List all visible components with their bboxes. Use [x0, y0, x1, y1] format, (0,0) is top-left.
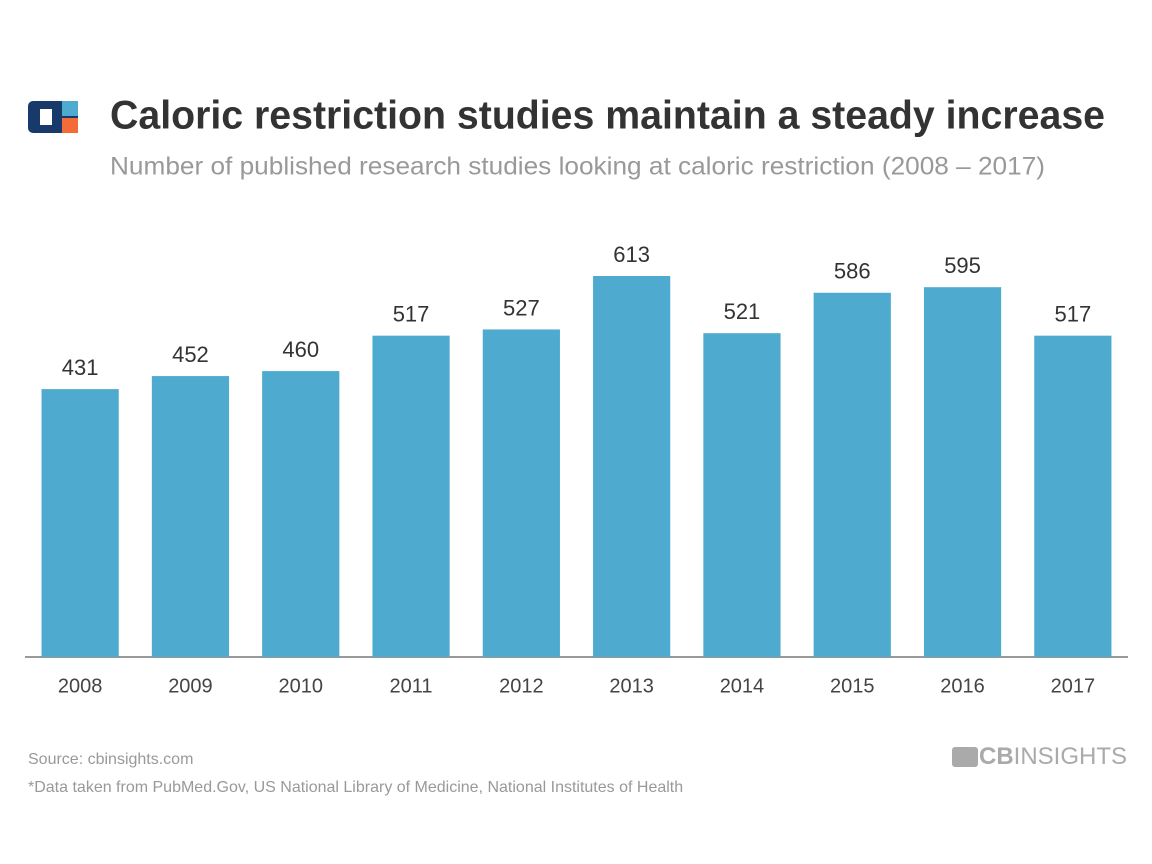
- value-label: 452: [172, 342, 209, 367]
- bar: [482, 329, 560, 657]
- x-tick-label: 2017: [1051, 675, 1096, 697]
- x-tick-label: 2015: [830, 675, 875, 697]
- value-label: 517: [393, 301, 430, 326]
- bar: [41, 389, 119, 657]
- bar: [593, 276, 671, 657]
- chart-subtitle: Number of published research studies loo…: [110, 153, 1045, 181]
- bar: [372, 335, 450, 657]
- x-tick-label: 2010: [279, 675, 324, 697]
- value-label: 521: [724, 299, 761, 324]
- x-tick-label: 2012: [499, 675, 544, 697]
- logo-icon: [28, 101, 78, 133]
- value-label: 586: [834, 259, 871, 284]
- bar: [923, 287, 1002, 657]
- x-tick-label: 2009: [168, 675, 213, 697]
- bar: [703, 333, 781, 657]
- source: Source: cbinsights.com: [28, 751, 193, 768]
- x-tick-label: 2011: [390, 675, 433, 697]
- x-tick-label: 2016: [940, 675, 985, 697]
- x-tick-label: 2014: [720, 675, 765, 697]
- x-tick-label: 2008: [58, 675, 103, 697]
- value-label: 460: [282, 337, 319, 362]
- footnote: *Data taken from PubMed.Gov, US National…: [28, 779, 683, 796]
- value-label: 613: [613, 242, 650, 267]
- value-label: 595: [944, 253, 981, 278]
- bar: [1034, 335, 1112, 657]
- x-tick-label: 2013: [609, 675, 654, 697]
- brand-logo: CBINSIGHTS: [952, 743, 1127, 770]
- value-label: 431: [62, 355, 99, 380]
- brand-cb: CB: [979, 743, 1014, 770]
- bar: [813, 292, 891, 657]
- brand-text: CBINSIGHTS: [979, 743, 1127, 770]
- value-label: 527: [503, 295, 540, 320]
- brand-insights: INSIGHTS: [1014, 743, 1127, 770]
- bar: [262, 371, 340, 657]
- chart-title: Caloric restriction studies maintain a s…: [110, 94, 1105, 138]
- value-label: 517: [1054, 301, 1091, 326]
- bar: [151, 376, 230, 657]
